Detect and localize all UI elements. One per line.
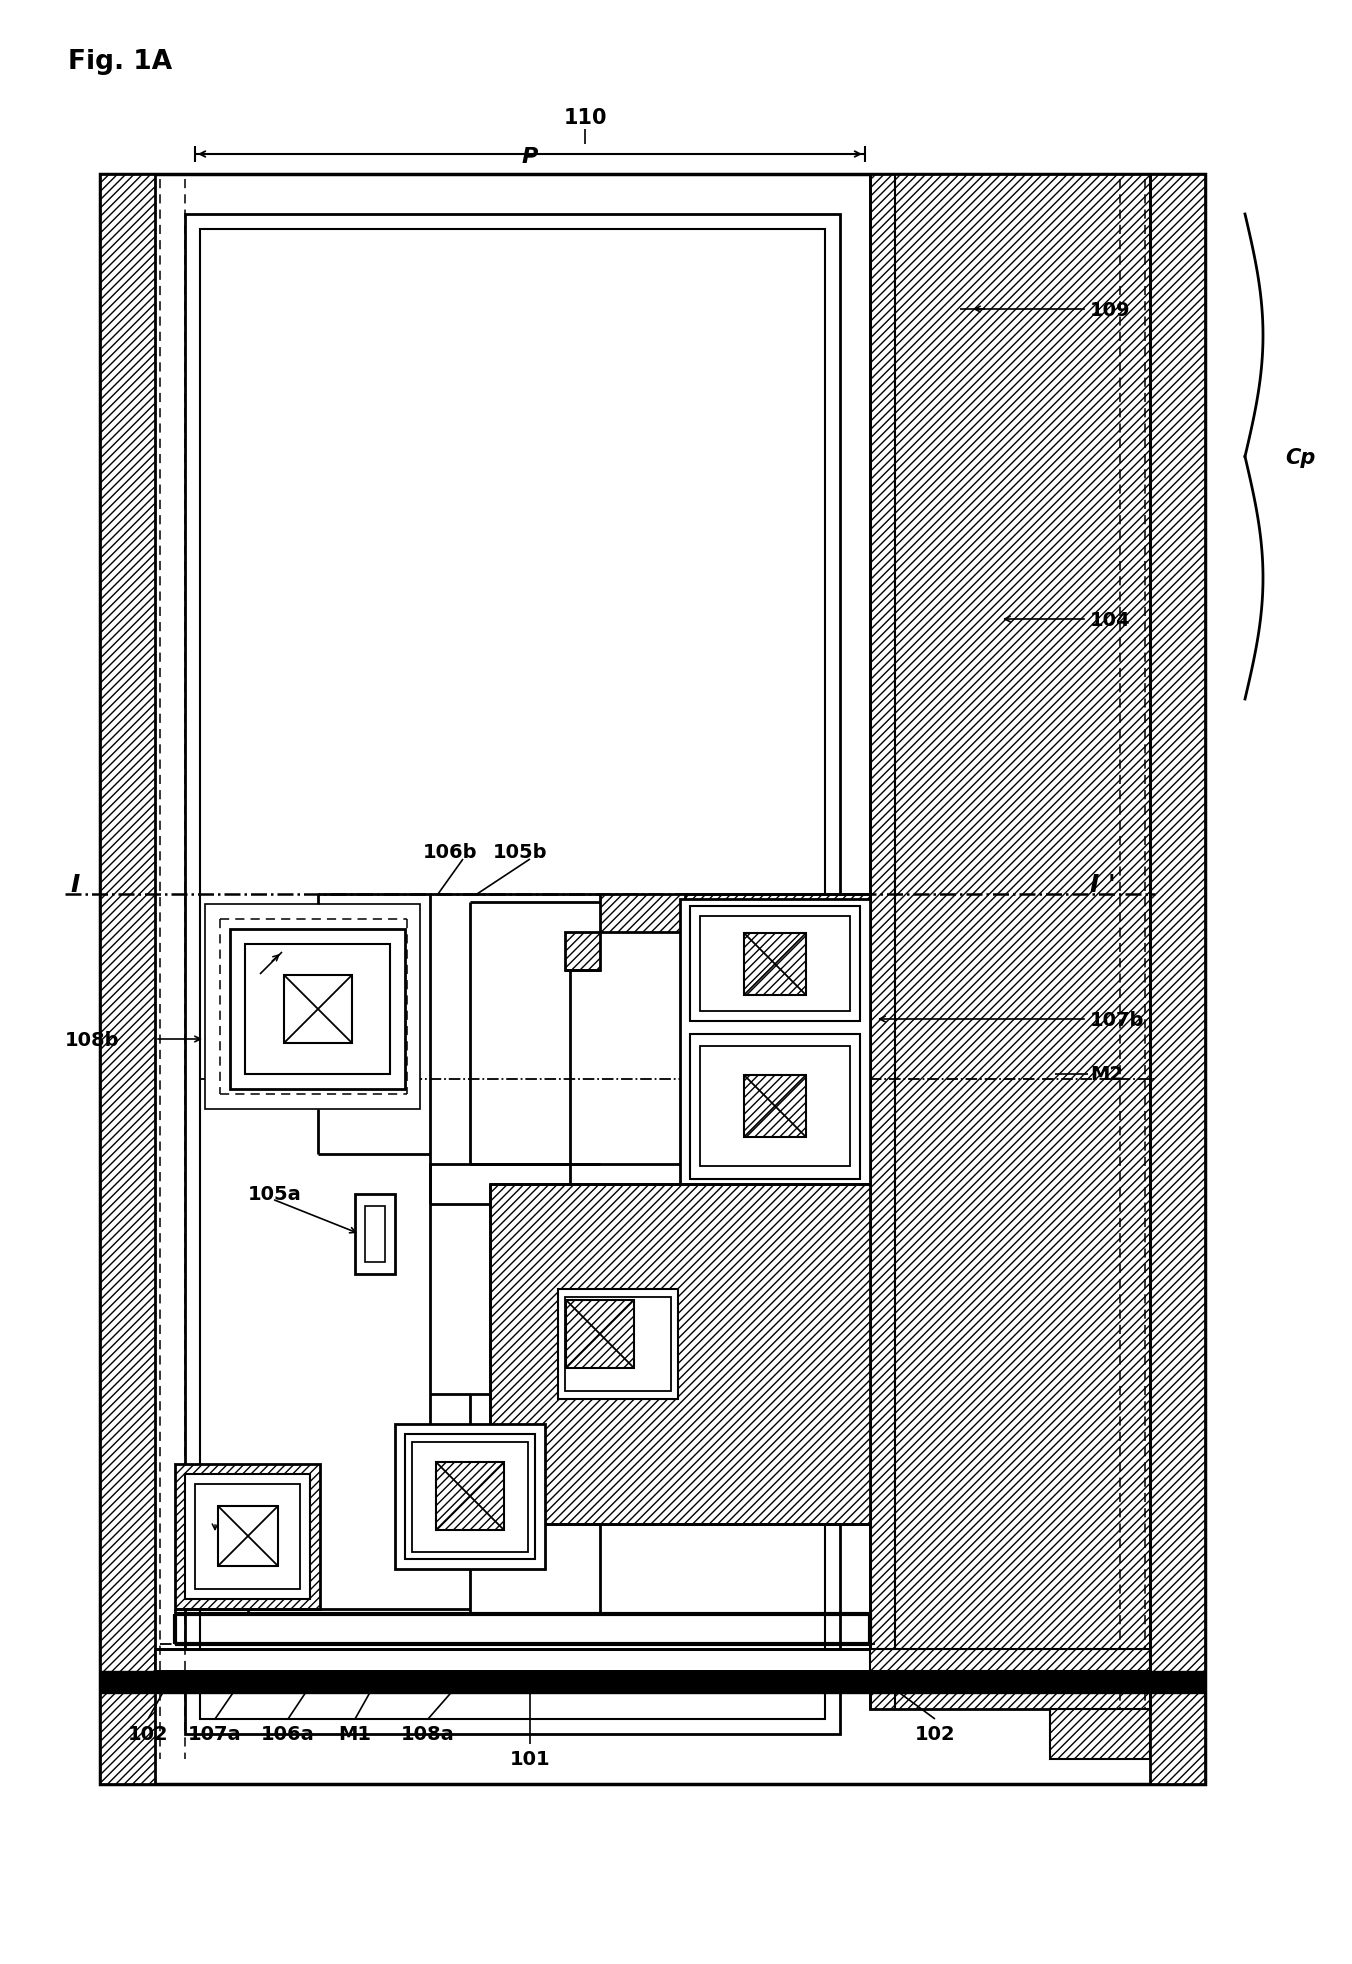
Bar <box>284 976 352 1043</box>
Bar <box>206 905 420 1110</box>
Bar <box>680 900 869 1190</box>
Text: Cp: Cp <box>1284 448 1315 467</box>
Bar <box>744 1076 806 1137</box>
Bar <box>200 230 825 1718</box>
Text: M1: M1 <box>338 1724 372 1744</box>
Bar <box>100 175 1205 1783</box>
Bar <box>365 1206 385 1263</box>
Bar <box>690 1035 860 1180</box>
Bar <box>356 1194 395 1275</box>
Bar <box>744 933 806 996</box>
Bar <box>245 945 389 1074</box>
Bar <box>869 1650 1151 1671</box>
Bar <box>1151 175 1205 1783</box>
Text: 106a: 106a <box>261 1724 315 1744</box>
Bar <box>869 175 1151 1709</box>
Bar <box>406 1434 535 1559</box>
Bar <box>412 1442 529 1552</box>
Text: 110: 110 <box>564 108 607 128</box>
Text: 108a: 108a <box>402 1724 454 1744</box>
Bar <box>489 1184 869 1524</box>
Text: 102: 102 <box>127 1724 168 1744</box>
Bar <box>565 1298 671 1391</box>
Bar <box>700 917 850 1011</box>
Bar <box>395 1424 545 1569</box>
Bar <box>1051 1709 1151 1760</box>
Text: I: I <box>70 872 80 896</box>
Text: 101: 101 <box>510 1750 550 1770</box>
Bar <box>685 894 869 1194</box>
Bar <box>230 929 406 1090</box>
Text: P: P <box>522 147 538 167</box>
Text: 105a: 105a <box>247 1184 301 1204</box>
Bar <box>430 1165 869 1524</box>
Text: 104: 104 <box>1090 611 1130 628</box>
Bar <box>700 1047 850 1167</box>
Bar <box>155 1650 1151 1671</box>
Bar <box>100 175 155 1783</box>
Bar <box>435 1463 504 1530</box>
Text: 107a: 107a <box>188 1724 242 1744</box>
Text: 102: 102 <box>915 1724 956 1744</box>
Bar <box>174 1465 320 1609</box>
Text: 108b: 108b <box>65 1029 119 1049</box>
Text: 106b: 106b <box>423 843 477 862</box>
Text: 105b: 105b <box>492 843 548 862</box>
Bar <box>185 1475 310 1599</box>
Bar <box>690 907 860 1021</box>
Bar <box>218 1506 279 1565</box>
Bar <box>558 1288 677 1398</box>
Bar <box>195 1485 300 1589</box>
Bar <box>565 933 600 970</box>
Text: 109: 109 <box>1090 300 1130 320</box>
Text: Fig. 1A: Fig. 1A <box>68 49 172 75</box>
Bar <box>600 894 685 933</box>
Bar <box>185 214 840 1734</box>
Bar <box>566 1300 634 1369</box>
Text: M2: M2 <box>1090 1064 1124 1084</box>
Text: I ': I ' <box>1090 872 1115 896</box>
Text: 107b: 107b <box>1090 1009 1144 1029</box>
Bar <box>100 1671 1205 1693</box>
